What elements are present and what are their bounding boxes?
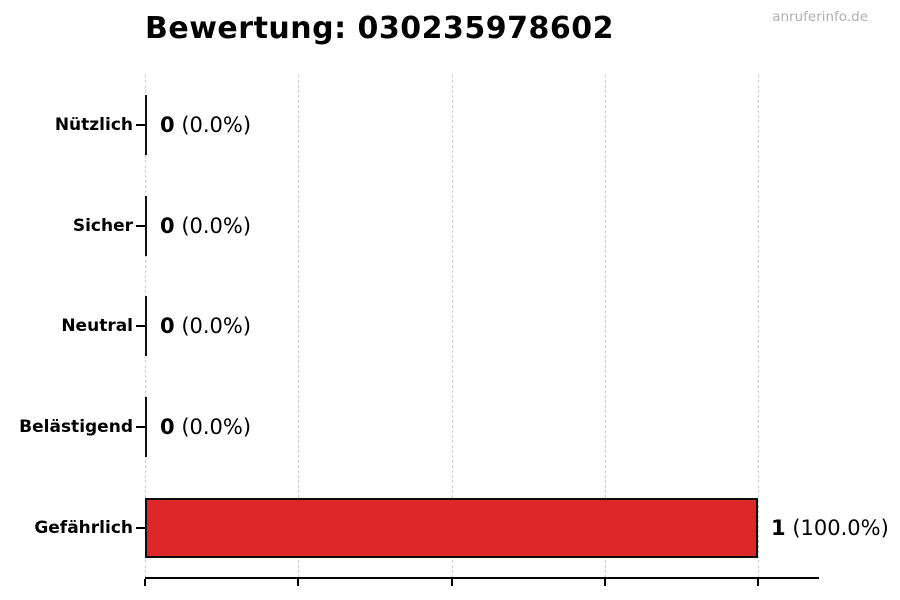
bar-row: Gefährlich 1 (100.0%) (0, 477, 900, 578)
x-axis-tick (297, 579, 300, 586)
x-axis-line (145, 577, 819, 579)
category-label: Gefährlich (34, 517, 133, 538)
category-label: Neutral (61, 316, 133, 337)
value-percent: (100.0%) (792, 515, 889, 540)
category-label: Belästigend (19, 417, 133, 438)
y-axis-tick (136, 124, 145, 127)
bar-row: Neutral 0 (0.0%) (0, 276, 900, 377)
value-label: 0 (0.0%) (160, 415, 251, 439)
x-axis-tick (757, 579, 759, 586)
x-axis-tick (450, 579, 453, 586)
value-label: 1 (100.0%) (771, 516, 889, 540)
bar (145, 195, 147, 256)
value-count: 0 (160, 213, 175, 238)
value-label: 0 (0.0%) (160, 214, 251, 238)
bar-row: Sicher 0 (0.0%) (0, 176, 900, 277)
y-axis-tick (136, 426, 145, 429)
bar (145, 95, 147, 156)
value-percent: (0.0%) (181, 314, 252, 339)
gridline (604, 75, 606, 578)
bar (145, 497, 758, 558)
value-count: 1 (771, 515, 786, 540)
gridline (298, 75, 300, 578)
value-percent: (0.0%) (181, 113, 252, 138)
bar-row: Nützlich 0 (0.0%) (0, 75, 900, 176)
value-count: 0 (160, 113, 175, 138)
bar (145, 397, 147, 458)
x-axis-tick (603, 579, 606, 586)
gridline (758, 75, 759, 578)
y-axis-tick (136, 325, 145, 328)
value-label: 0 (0.0%) (160, 113, 251, 137)
bar-row: Belästigend 0 (0.0%) (0, 377, 900, 478)
value-percent: (0.0%) (181, 213, 252, 238)
chart-title: Bewertung: 030235978602 (145, 11, 615, 46)
category-label: Nützlich (54, 115, 133, 136)
y-axis-tick (136, 526, 145, 529)
gridline (451, 75, 453, 578)
x-axis-tick (144, 579, 146, 586)
value-count: 0 (160, 314, 175, 339)
watermark: anruferinfo.de (772, 9, 868, 25)
category-label: Sicher (72, 215, 133, 236)
bar (145, 296, 147, 357)
value-label: 0 (0.0%) (160, 314, 251, 338)
value-percent: (0.0%) (181, 415, 252, 440)
value-count: 0 (160, 415, 175, 440)
y-axis-tick (136, 224, 145, 227)
